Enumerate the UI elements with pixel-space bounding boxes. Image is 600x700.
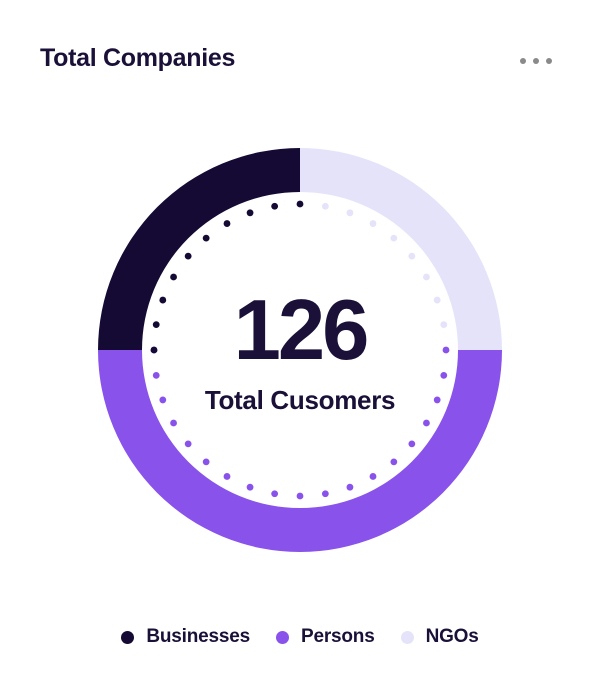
inner-ring-dot <box>202 234 210 242</box>
legend-item-persons[interactable]: Persons <box>275 626 375 648</box>
inner-ring-dot <box>321 490 329 498</box>
donut-chart-svg <box>98 148 502 552</box>
donut-segment-ngos <box>300 148 502 350</box>
legend-dot-persons <box>275 630 289 644</box>
inner-ring-dot <box>184 440 192 448</box>
legend-dot-ngos <box>400 630 414 644</box>
inner-ring-dot <box>423 419 430 427</box>
donut-segment-businesses <box>98 148 300 350</box>
legend-label: NGOs <box>425 626 479 647</box>
legend-dot-businesses <box>121 630 135 644</box>
inner-ring-dot <box>346 483 354 491</box>
inner-ring-dot <box>369 473 377 480</box>
legend-item-businesses[interactable]: Businesses <box>121 626 250 648</box>
inner-ring-dot <box>440 371 448 379</box>
inner-ring-dot <box>223 473 231 480</box>
inner-ring-dot <box>150 346 158 354</box>
donut-segment-persons <box>98 350 502 552</box>
inner-ring-dot <box>271 490 279 498</box>
inner-ring-dot <box>159 396 167 404</box>
inner-ring-dot <box>408 440 416 448</box>
inner-ring-dot <box>321 202 329 210</box>
inner-ring-dot <box>442 346 450 354</box>
inner-ring-dot <box>159 296 167 304</box>
card-title: Total Companies <box>40 44 236 72</box>
inner-ring-dot <box>390 458 398 466</box>
inner-ring-dot <box>433 296 441 304</box>
inner-ring-dot <box>152 321 160 329</box>
ellipsis-dot <box>546 58 552 64</box>
inner-ring-dot <box>170 419 177 427</box>
inner-ring-dot <box>433 396 441 404</box>
inner-ring-dot <box>423 273 430 281</box>
inner-ring-dot <box>369 220 377 227</box>
ellipsis-menu-icon[interactable] <box>520 50 564 72</box>
inner-ring-dot <box>408 252 416 260</box>
inner-ring-dot <box>296 492 304 500</box>
legend-label: Businesses <box>146 626 250 647</box>
inner-ring-dot <box>440 321 448 329</box>
inner-ring-dot <box>152 371 160 379</box>
inner-ring-dot <box>170 273 177 281</box>
inner-ring-dot <box>223 220 231 227</box>
ellipsis-dot <box>520 58 526 64</box>
inner-ring-dot <box>271 202 279 210</box>
inner-ring-dot <box>184 252 192 260</box>
inner-ring-dot <box>346 209 354 217</box>
donut-chart <box>80 130 520 570</box>
inner-ring-dot <box>246 483 254 491</box>
legend-label: Persons <box>300 626 375 647</box>
legend-item-ngos[interactable]: NGOs <box>400 626 479 648</box>
inner-ring-dot <box>296 200 304 208</box>
inner-ring-dot <box>390 234 398 242</box>
inner-ring-dot <box>202 458 210 466</box>
inner-ring-dot <box>246 209 254 217</box>
chart-legend: Businesses Persons NGOs <box>0 626 600 648</box>
ellipsis-dot <box>533 58 539 64</box>
